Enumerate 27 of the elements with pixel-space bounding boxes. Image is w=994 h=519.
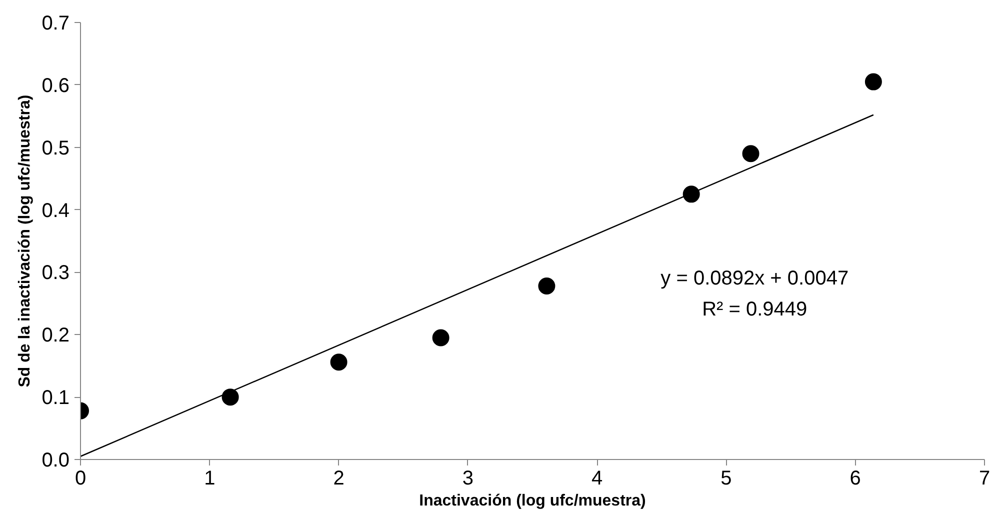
x-tick-label: 3 [462, 468, 474, 490]
y-tick-label: 0.1 [42, 387, 70, 410]
point [682, 186, 700, 203]
y-tick-label: 0.4 [42, 200, 70, 222]
annotation: y = 0.0892x + 0.0047 [660, 267, 849, 290]
x-tick-label: 0 [74, 468, 86, 490]
point [864, 73, 882, 90]
x-tick-label: 2 [333, 468, 344, 490]
y-tick-label: 0.0 [42, 450, 70, 472]
y-tick-label: 0.7 [42, 12, 70, 34]
x-tick-label: 1 [204, 468, 216, 490]
x-tick-label: 7 [978, 468, 990, 490]
x-tick-label: 5 [720, 468, 732, 490]
point [330, 354, 348, 371]
point [222, 388, 239, 406]
point [432, 329, 450, 346]
x-tick-label: 4 [592, 468, 603, 490]
point [742, 145, 760, 162]
annotation: R² = 0.9449 [702, 298, 808, 321]
y-tick-label: 0.2 [42, 324, 70, 347]
y-tick-label: 0.5 [42, 137, 70, 160]
y-tick-label: 0.3 [42, 262, 70, 284]
x-axis-title: Inactivación (log ufc/muestra) [419, 492, 646, 510]
y-tick-label: 0.6 [42, 74, 70, 97]
x-tick-label: 6 [850, 468, 861, 490]
point [538, 277, 556, 294]
y-axis-title: Sd de la inactivación (log ufc/muestra) [16, 94, 34, 388]
